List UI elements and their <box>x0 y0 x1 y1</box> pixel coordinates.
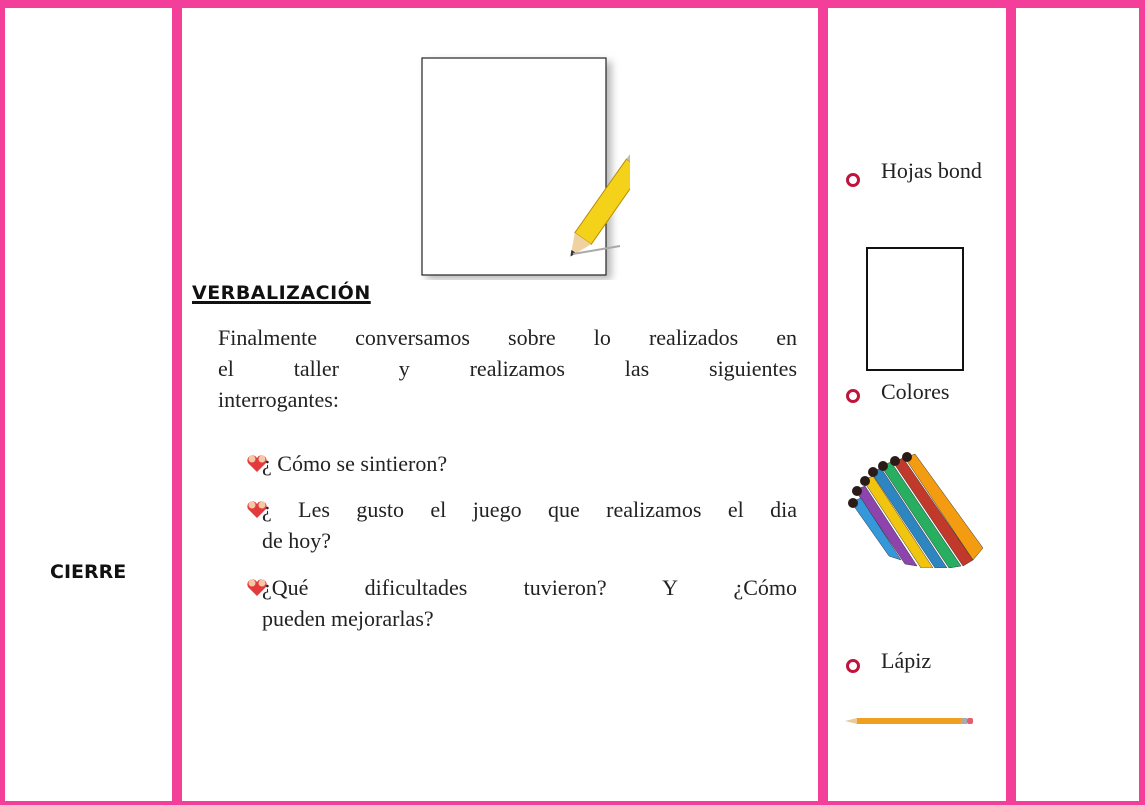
border-top <box>0 0 1145 8</box>
bullet <box>846 173 860 187</box>
question: ¿ Les gusto el juego que realizamos el d… <box>262 494 797 556</box>
pencil-image <box>845 718 973 724</box>
question-line: ¿Qué dificultades tuvieron? Y ¿Cómo <box>262 575 797 600</box>
section-heading: VERBALIZACIÓN <box>192 282 371 304</box>
paragraph-line: el taller y realizamos las siguientes <box>218 356 797 381</box>
bullet-icon <box>246 454 268 474</box>
question-line: de hoy? <box>262 528 332 553</box>
border-right <box>1139 0 1145 805</box>
question: ¿ Cómo se sintieron? <box>262 448 797 479</box>
border-left <box>0 0 5 805</box>
column-divider <box>818 0 828 805</box>
border-bottom <box>0 801 1145 805</box>
question-line: ¿ Cómo se sintieron? <box>262 451 448 476</box>
column-divider <box>172 0 182 805</box>
paragraph-line: interrogantes: <box>218 387 339 412</box>
question-line: ¿ Les gusto el juego que realizamos el d… <box>262 497 797 522</box>
material-item: Lápiz <box>881 648 932 673</box>
bullet <box>846 659 860 673</box>
colored-pencils-image <box>848 452 984 568</box>
bullet-icon <box>246 500 268 520</box>
paragraph-line: Finalmente conversamos sobre lo realizad… <box>218 325 797 350</box>
question: ¿Qué dificultades tuvieron? Y ¿Cómo puede… <box>262 572 797 634</box>
material-item: Colores <box>881 379 950 404</box>
paper-icon <box>866 247 964 371</box>
column-divider <box>1006 0 1016 805</box>
bullet-icon <box>246 578 268 598</box>
question-line: pueden mejorarlas? <box>262 606 434 631</box>
bullet <box>846 389 860 403</box>
paper-pencil-illustration <box>421 57 630 276</box>
material-item: Hojas bond <box>881 158 982 183</box>
phase-label: CIERRE <box>50 561 127 583</box>
paragraph: Finalmente conversamos sobre lo realizad… <box>218 322 797 415</box>
